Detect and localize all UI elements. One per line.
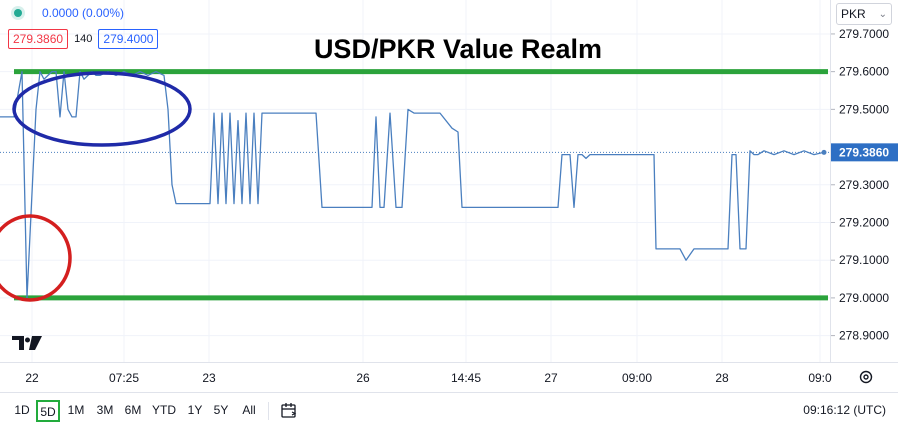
tradingview-logo-icon xyxy=(12,336,42,350)
range-button-ytd[interactable]: YTD xyxy=(152,403,176,417)
spread-value: 140 xyxy=(74,33,93,45)
chart-area[interactable] xyxy=(0,0,830,362)
level-lines xyxy=(0,69,830,301)
y-tick-label: 279.6000 xyxy=(839,65,889,79)
y-tick-label: 279.2000 xyxy=(839,215,889,229)
x-tick-label: 07:25 xyxy=(109,371,139,385)
highlight-ellipse-bottom xyxy=(0,214,72,302)
x-tick-label: 22 xyxy=(25,371,39,385)
market-status-icon xyxy=(14,9,22,17)
highlight-ellipse-top xyxy=(12,71,192,147)
grid xyxy=(0,0,830,362)
currency-label: PKR xyxy=(841,7,866,21)
x-tick-label: 09:00 xyxy=(622,371,652,385)
annotations xyxy=(0,71,192,302)
chart-title: USD/PKR Value Realm xyxy=(313,34,603,64)
price-scale[interactable]: 279.7000 279.6000 279.5000 279.3000 279.2000… xyxy=(830,0,898,362)
y-tick-label: 279.5000 xyxy=(839,102,889,116)
bottom-toolbar xyxy=(0,392,898,428)
calendar-range-icon[interactable] xyxy=(280,401,298,419)
settings-icon[interactable] xyxy=(858,369,874,385)
x-tick-label: 26 xyxy=(356,371,370,385)
price-change: 0.0000 (0.00%) xyxy=(42,6,125,20)
x-tick-label: 27 xyxy=(544,371,558,385)
y-tick-label: 279.3000 xyxy=(839,178,889,192)
range-button-all[interactable]: All xyxy=(242,403,256,417)
price-chart[interactable] xyxy=(0,0,830,362)
x-tick-label: 23 xyxy=(202,371,216,385)
range-button-1m[interactable]: 1M xyxy=(67,403,85,417)
toolbar-divider xyxy=(268,402,269,420)
last-price-badge xyxy=(831,143,898,162)
range-button-1d[interactable]: 1D xyxy=(14,403,30,417)
legend-status: 0.0000 (0.00%) xyxy=(14,6,124,20)
last-price-dot xyxy=(821,149,827,155)
range-button-6m[interactable]: 6M xyxy=(124,403,142,417)
chevron-down-icon: ⌄ xyxy=(878,8,887,20)
y-tick-label: 279.7000 xyxy=(839,27,889,41)
utc-clock[interactable]: 09:16:12 (UTC) xyxy=(803,403,886,417)
y-tick-label: 278.9000 xyxy=(839,329,889,343)
series-line[interactable] xyxy=(0,70,825,299)
bid-price[interactable]: 279.3860 xyxy=(8,29,69,49)
bid-ask-row: 279.3860 140 279.4000 xyxy=(8,29,159,49)
time-scale[interactable]: 22 07:25 23 26 14:45 27 09:00 28 09:0 xyxy=(0,362,898,392)
time-scale-svg: 22 07:25 23 26 14:45 27 09:00 28 09:0 xyxy=(25,371,832,385)
range-button-5y[interactable]: 5Y xyxy=(213,403,229,417)
x-tick-label: 14:45 xyxy=(451,371,481,385)
range-button-5d[interactable]: 5D xyxy=(36,400,60,422)
currency-dropdown[interactable]: PKR ⌄ xyxy=(836,3,892,25)
price-scale-svg: 279.7000 279.6000 279.5000 279.3000 279.2000… xyxy=(831,27,898,343)
x-tick-label: 28 xyxy=(715,371,729,385)
range-button-3m[interactable]: 3M xyxy=(96,403,114,417)
last-price-label: 279.3860 xyxy=(839,145,889,159)
ask-price[interactable]: 279.4000 xyxy=(98,29,159,49)
x-tick-label: 09:0 xyxy=(808,371,832,385)
series-layer xyxy=(0,70,827,299)
y-tick-label: 279.1000 xyxy=(839,253,889,267)
range-button-1y[interactable]: 1Y xyxy=(187,403,203,417)
y-tick-label: 279.0000 xyxy=(839,291,889,305)
